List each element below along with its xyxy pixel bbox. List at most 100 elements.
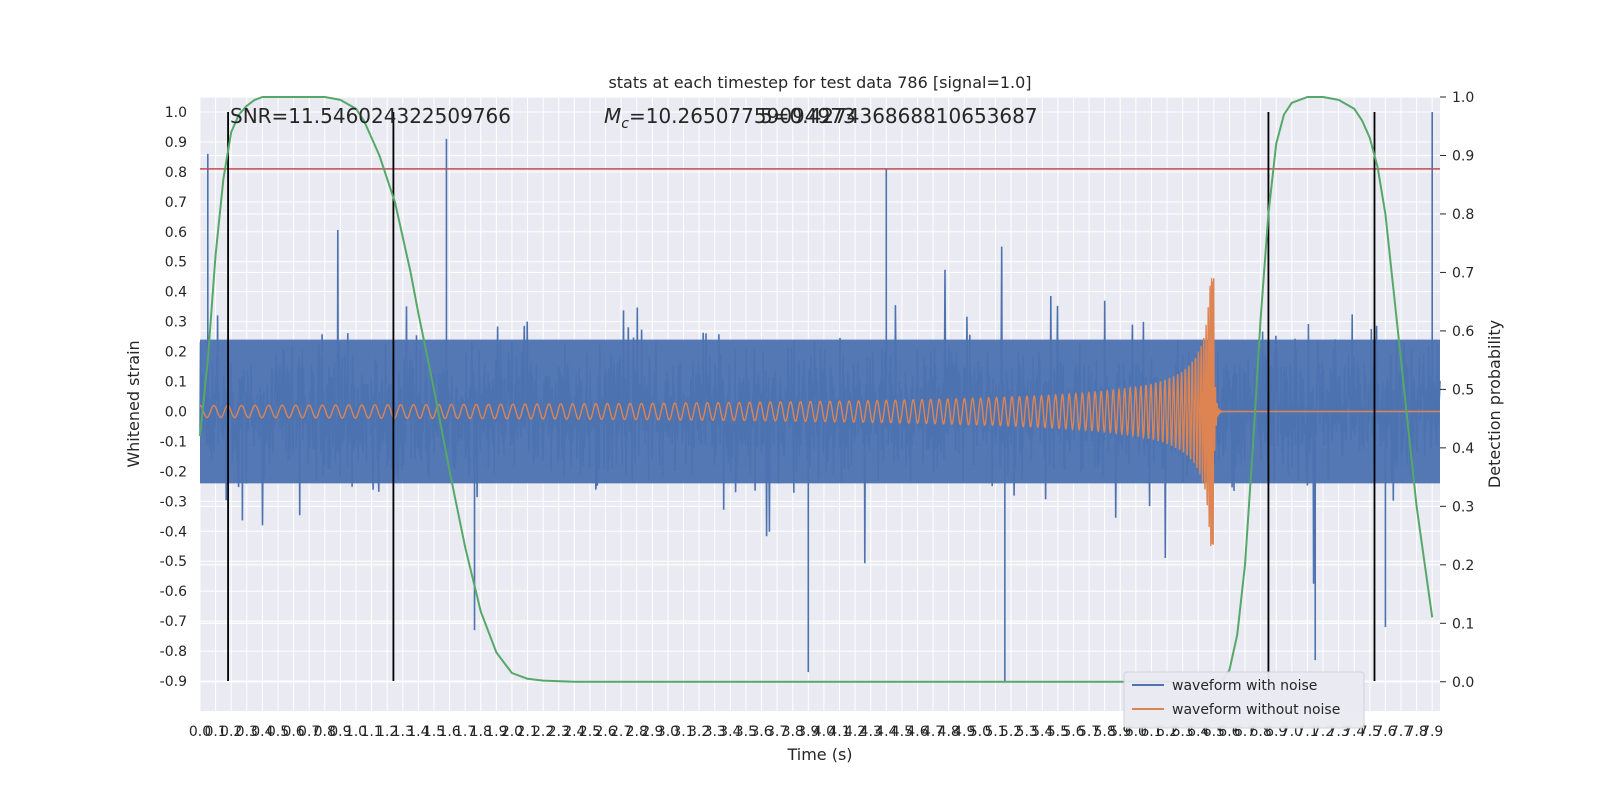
- y-axis-label: Whitened strain: [124, 340, 143, 467]
- y2-tick-label: 0.2: [1452, 558, 1474, 574]
- x-tick-label: 4.2: [844, 724, 866, 740]
- y2-tick-label: 0.3: [1452, 499, 1474, 515]
- x-tick-label: 4.4: [875, 724, 897, 740]
- x-tick-label: 3.4: [719, 724, 741, 740]
- x-tick-label: 5.4: [1031, 724, 1053, 740]
- x-tick-label: 3.6: [750, 724, 772, 740]
- detection-probability-series: [199, 96, 1434, 683]
- y2-tick-label: 0.7: [1452, 265, 1474, 281]
- x-tick-label: 1.1: [360, 724, 382, 740]
- x-tick-label: 3.3: [704, 724, 726, 740]
- y2-axis-label: Detection probability: [1485, 320, 1504, 488]
- x-tick-label: 0.8: [314, 724, 336, 740]
- y-tick-label: -0.5: [160, 554, 187, 570]
- x-tick-label: 1.7: [454, 724, 476, 740]
- x-tick-label: 2.4: [563, 724, 585, 740]
- x-tick-label: 0.3: [236, 724, 258, 740]
- x-tick-label: 1.0: [345, 724, 367, 740]
- x-tick-label: 7.6: [1374, 724, 1396, 740]
- x-tick-label: 4.8: [938, 724, 960, 740]
- x-tick-label: 0.5: [267, 724, 289, 740]
- x-tick-label: 0.9: [329, 724, 351, 740]
- waveform-without-noise-series: [199, 278, 1440, 547]
- probability-line: [199, 96, 1434, 683]
- x-tick-label: 3.0: [657, 724, 679, 740]
- x-tick-label: 4.9: [953, 724, 975, 740]
- x-tick-label: 2.8: [626, 724, 648, 740]
- legend: waveform with noise waveform without noi…: [1123, 671, 1365, 729]
- y2-tick-label: 0.1: [1452, 616, 1474, 632]
- extra-annotation: 5=0.427436868810653687: [760, 104, 1038, 128]
- y-tick-label: -0.6: [160, 584, 187, 600]
- x-tick-label: 5.2: [1000, 724, 1022, 740]
- x-tick-label: 5.8: [1094, 724, 1116, 740]
- x-tick-label: 3.8: [782, 724, 804, 740]
- x-tick-label: 7.8: [1405, 724, 1427, 740]
- y-tick-label: 0.2: [165, 345, 187, 361]
- y-tick-label: -0.1: [160, 434, 187, 450]
- y-tick-label: 0.8: [165, 165, 187, 181]
- x-tick-label: 4.0: [813, 724, 835, 740]
- x-tick-label: 1.4: [407, 724, 429, 740]
- y-tick-label: 0.3: [165, 315, 187, 331]
- chirp-line: [199, 278, 1440, 547]
- y2-tick-labels: 1.0 0.9 0.8 0.7 0.6 0.5 0.4 0.3 0.2 0.1 0.0: [1440, 90, 1474, 691]
- x-tick-label: 4.3: [860, 724, 882, 740]
- x-tick-label: 3.7: [766, 724, 788, 740]
- y-tick-label: 1.0: [165, 105, 187, 121]
- x-tick-label: 4.1: [828, 724, 850, 740]
- legend-box: [1123, 671, 1365, 729]
- x-tick-label: 2.5: [579, 724, 601, 740]
- x-tick-label: 3.5: [735, 724, 757, 740]
- x-tick-label: 2.0: [501, 724, 523, 740]
- x-tick-label: 4.5: [891, 724, 913, 740]
- y-tick-label: 0.0: [165, 404, 187, 420]
- y-tick-label: 0.5: [165, 255, 187, 271]
- x-tick-label: 5.6: [1062, 724, 1084, 740]
- x-tick-label: 0.4: [251, 724, 273, 740]
- y-tick-label: 0.9: [165, 135, 187, 151]
- x-tick-label: 0.2: [220, 724, 242, 740]
- y-tick-label: 0.7: [165, 195, 187, 211]
- mc-symbol: M: [604, 104, 621, 128]
- y-tick-label: -0.8: [160, 644, 187, 660]
- x-tick-label: 7.7: [1390, 724, 1412, 740]
- y2-tick-label: 0.9: [1452, 148, 1474, 164]
- x-tick-label: 0.1: [204, 724, 226, 740]
- mc-value: =10.26507759094973: [629, 104, 856, 128]
- y-tick-label: 0.6: [165, 225, 187, 241]
- x-axis-label: Time (s): [786, 745, 852, 764]
- x-tick-label: 0.6: [282, 724, 304, 740]
- x-tick-label: 2.9: [641, 724, 663, 740]
- x-tick-label: 5.0: [969, 724, 991, 740]
- x-tick-label: 1.8: [470, 724, 492, 740]
- y-tick-label: -0.2: [160, 464, 187, 480]
- y-tick-label: 0.1: [165, 375, 187, 391]
- y2-tick-label: 1.0: [1452, 90, 1474, 106]
- y-tick-label: 0.4: [165, 285, 187, 301]
- x-tick-label: 1.3: [392, 724, 414, 740]
- mc-annotation: Mc=10.26507759094973: [604, 104, 856, 132]
- x-tick-label: 0.0: [189, 724, 211, 740]
- y-tick-label: -0.9: [160, 674, 187, 690]
- x-tick-label: 5.3: [1016, 724, 1038, 740]
- y2-tick-label: 0.6: [1452, 324, 1474, 340]
- x-tick-label: 2.6: [594, 724, 616, 740]
- x-tick-label: 4.7: [922, 724, 944, 740]
- x-tick-label: 2.7: [610, 724, 632, 740]
- x-tick-label: 1.2: [376, 724, 398, 740]
- x-tick-label: 7.9: [1421, 724, 1443, 740]
- y2-tick-label: 0.0: [1452, 675, 1474, 691]
- legend-label-noise: waveform with noise: [1172, 678, 1317, 694]
- y-tick-labels: 1.0 0.9 0.8 0.7 0.6 0.5 0.4 0.3 0.2 0.1 0.0 -0.1 -0.…: [160, 105, 187, 690]
- x-tick-label: 5.1: [984, 724, 1006, 740]
- x-tick-label: 7.5: [1359, 724, 1381, 740]
- x-tick-label: 2.2: [532, 724, 554, 740]
- x-tick-label: 1.5: [423, 724, 445, 740]
- y2-tick-label: 0.5: [1452, 382, 1474, 398]
- y-tick-label: -0.3: [160, 494, 187, 510]
- x-tick-label: 0.7: [298, 724, 320, 740]
- x-tick-label: 2.1: [516, 724, 538, 740]
